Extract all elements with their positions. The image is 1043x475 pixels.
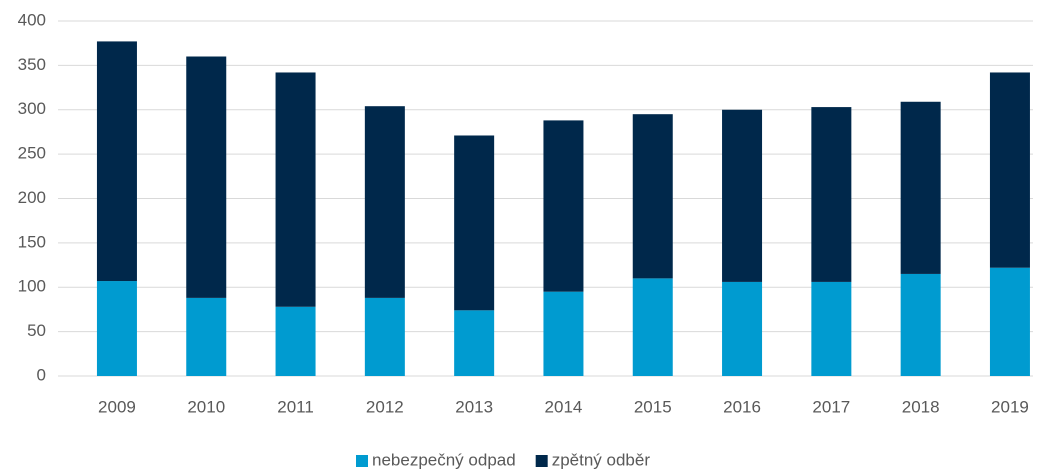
bar-segment — [811, 107, 852, 282]
bar-segment — [632, 114, 673, 279]
legend-swatch — [356, 455, 368, 467]
bar-segment — [989, 267, 1030, 376]
y-tick-label: 0 — [37, 365, 46, 384]
bar-segment — [454, 135, 495, 311]
bar-segment — [454, 310, 495, 376]
x-tick-label: 2014 — [545, 397, 583, 416]
x-tick-label: 2010 — [187, 397, 225, 416]
bar-segment — [275, 306, 316, 376]
y-tick-label: 400 — [18, 10, 46, 29]
bar-segment — [900, 273, 941, 376]
bar-segment — [186, 297, 227, 376]
legend-label: zpětný odběr — [552, 450, 651, 469]
bar-segment — [722, 281, 763, 376]
bar-segment — [811, 281, 852, 376]
y-tick-label: 100 — [18, 277, 46, 296]
x-tick-label: 2017 — [812, 397, 850, 416]
x-tick-label: 2012 — [366, 397, 404, 416]
bar-segment — [543, 291, 584, 376]
y-tick-label: 350 — [18, 55, 46, 74]
bar-segment — [364, 106, 405, 298]
y-tick-label: 300 — [18, 99, 46, 118]
bar-segment — [989, 72, 1030, 268]
x-tick-label: 2016 — [723, 397, 761, 416]
bar-segment — [96, 281, 137, 376]
bar-segment — [900, 101, 941, 274]
x-tick-label: 2011 — [277, 397, 314, 416]
y-tick-label: 150 — [18, 232, 46, 251]
bar-segment — [96, 41, 137, 282]
y-tick-label: 50 — [27, 321, 46, 340]
bar-segment — [722, 109, 763, 282]
x-tick-label: 2019 — [991, 397, 1029, 416]
bar-segment — [632, 278, 673, 376]
y-tick-label: 250 — [18, 144, 46, 163]
x-tick-label: 2018 — [902, 397, 940, 416]
legend-label: nebezpečný odpad — [372, 450, 516, 469]
bar-segment — [186, 56, 227, 298]
x-tick-label: 2009 — [98, 397, 136, 416]
bar-segment — [275, 72, 316, 307]
legend-swatch — [535, 455, 548, 467]
x-tick-label: 2013 — [455, 397, 493, 416]
bar-segment — [543, 120, 584, 292]
x-tick-label: 2015 — [634, 397, 672, 416]
y-tick-label: 200 — [18, 188, 46, 207]
bar-segment — [364, 297, 405, 376]
